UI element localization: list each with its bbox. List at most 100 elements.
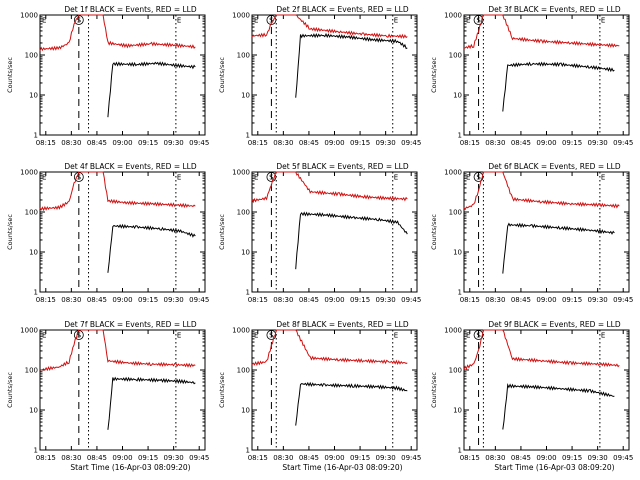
y-tick-label: 100 [25, 209, 38, 217]
panel-title: Det 8f BLACK = Events, RED = LLD [276, 320, 409, 329]
end-marker-label: E [394, 174, 398, 182]
series-lld-red [251, 171, 408, 204]
series-events-black [107, 61, 196, 118]
series-lld-red [39, 171, 196, 212]
y-tick-label: 1000 [20, 327, 38, 335]
y-tick-label: 1 [246, 289, 250, 297]
y-tick-label: 10 [453, 407, 462, 415]
x-tick-label: 09:00 [112, 454, 132, 462]
panel-7: 1 10 100 1000 08:15 08:30 08:45 09:00 09:15 09:30… [6, 320, 209, 472]
panel-2: 1 10 100 1000 08:15 08:30 08:45 09:00 09:15 09:30… [218, 5, 421, 147]
x-tick-label: 08:30 [61, 296, 81, 304]
series-events-black [502, 382, 615, 430]
y-tick-label: 10 [241, 92, 250, 100]
x-tick-label: 09:30 [588, 454, 608, 462]
x-tick-label: 08:45 [511, 454, 531, 462]
x-tick-label: 09:15 [138, 296, 158, 304]
y-tick-label: 100 [449, 367, 462, 375]
y-tick-label: 1 [458, 447, 462, 455]
y-tick-label: 100 [237, 209, 250, 217]
plot-frame [39, 14, 206, 136]
series-events-black [502, 222, 615, 274]
y-tick-label: 1000 [20, 12, 38, 20]
start-marker-label: S [77, 17, 82, 25]
x-tick-label: 09:00 [536, 296, 556, 304]
x-tick-label: 08:30 [273, 139, 293, 147]
y-tick-label: 1 [34, 132, 38, 140]
panel-9: 1 10 100 1000 08:15 08:30 08:45 09:00 09:15 09:30… [430, 320, 633, 472]
x-tick-label: 08:45 [87, 296, 107, 304]
series-lld-red [463, 329, 620, 370]
left-edge-marker-label: E [254, 17, 258, 25]
panel-title: Det 3f BLACK = Events, RED = LLD [488, 5, 621, 14]
x-tick-label: 09:30 [164, 139, 184, 147]
y-tick-label: 1 [246, 132, 250, 140]
plot-frame [39, 329, 206, 451]
y-tick-label: 10 [29, 92, 38, 100]
x-tick-label: 08:15 [248, 454, 268, 462]
y-tick-label: 10 [29, 249, 38, 257]
x-tick-label: 08:15 [36, 454, 56, 462]
series-events-black [502, 61, 615, 112]
x-tick-label: 09:15 [562, 296, 582, 304]
panel-8: 1 10 100 1000 08:15 08:30 08:45 09:00 09:15 09:30… [218, 320, 421, 472]
start-marker-label: S [269, 332, 274, 340]
y-tick-label: 100 [25, 367, 38, 375]
x-tick-label: 09:30 [376, 139, 396, 147]
x-tick-label: 09:30 [588, 296, 608, 304]
x-tick-label: 08:30 [485, 454, 505, 462]
start-marker-label: S [476, 17, 481, 25]
x-tick-label: 09:00 [324, 139, 344, 147]
y-tick-label: 10 [241, 407, 250, 415]
plot-frame [463, 14, 630, 136]
x-tick-label: 09:00 [112, 139, 132, 147]
left-edge-marker-label: E [254, 174, 258, 182]
end-marker-label: E [177, 174, 181, 182]
end-marker-label: E [394, 17, 398, 25]
y-tick-label: 100 [25, 52, 38, 60]
end-marker-label: E [394, 332, 398, 340]
y-tick-label: 100 [237, 52, 250, 60]
x-tick-label: 09:00 [536, 139, 556, 147]
panel-title: Det 4f BLACK = Events, RED = LLD [64, 162, 197, 171]
x-tick-label: 09:45 [401, 296, 421, 304]
series-lld-red [251, 329, 408, 366]
x-tick-label: 08:30 [485, 296, 505, 304]
x-tick-label: 09:00 [536, 454, 556, 462]
panel-title: Det 6f BLACK = Events, RED = LLD [488, 162, 621, 171]
x-tick-label: 08:30 [485, 139, 505, 147]
left-edge-marker-label: E [42, 332, 46, 340]
start-marker-label: S [77, 332, 82, 340]
series-events-black [107, 376, 196, 430]
y-axis-label: Counts/sec [6, 372, 14, 408]
y-axis-label: Counts/sec [430, 214, 438, 250]
y-tick-label: 1000 [232, 169, 250, 177]
series-events-black [295, 211, 408, 270]
x-tick-label: 09:45 [613, 139, 633, 147]
left-edge-marker-label: E [42, 174, 46, 182]
y-tick-label: 1 [458, 289, 462, 297]
end-marker-label: E [601, 332, 605, 340]
y-axis-label: Counts/sec [430, 57, 438, 93]
x-tick-label: 09:45 [401, 139, 421, 147]
panel-1: 1 10 100 1000 08:15 08:30 08:45 09:00 09:15 09:30… [6, 5, 209, 147]
x-tick-label: 09:45 [189, 296, 209, 304]
x-tick-label: 08:45 [87, 454, 107, 462]
x-tick-label: 09:15 [138, 139, 158, 147]
y-tick-label: 1000 [232, 12, 250, 20]
x-tick-label: 08:15 [248, 296, 268, 304]
y-axis-label: Counts/sec [430, 372, 438, 408]
panel-5: 1 10 100 1000 08:15 08:30 08:45 09:00 09:15 09:30… [218, 162, 421, 304]
y-tick-label: 100 [449, 52, 462, 60]
series-lld-red [463, 14, 620, 50]
end-marker-label: E [601, 17, 605, 25]
end-marker-label: E [177, 17, 181, 25]
x-tick-label: 09:15 [350, 454, 370, 462]
y-tick-label: 1 [34, 289, 38, 297]
x-tick-label: 08:15 [36, 296, 56, 304]
start-marker-label: S [476, 332, 481, 340]
left-edge-marker-label: E [42, 17, 46, 25]
y-axis-label: Counts/sec [218, 57, 226, 93]
x-tick-label: 08:45 [87, 139, 107, 147]
